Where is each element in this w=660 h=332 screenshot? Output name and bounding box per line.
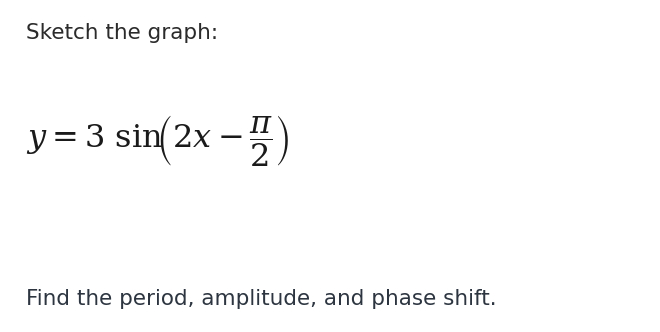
Text: Find the period, amplitude, and phase shift.: Find the period, amplitude, and phase sh… [26,289,497,309]
Text: $y = 3\ \mathrm{sin}\!\left(2x - \dfrac{\pi}{2}\right)$: $y = 3\ \mathrm{sin}\!\left(2x - \dfrac{… [26,114,290,169]
Text: Sketch the graph:: Sketch the graph: [26,23,218,43]
